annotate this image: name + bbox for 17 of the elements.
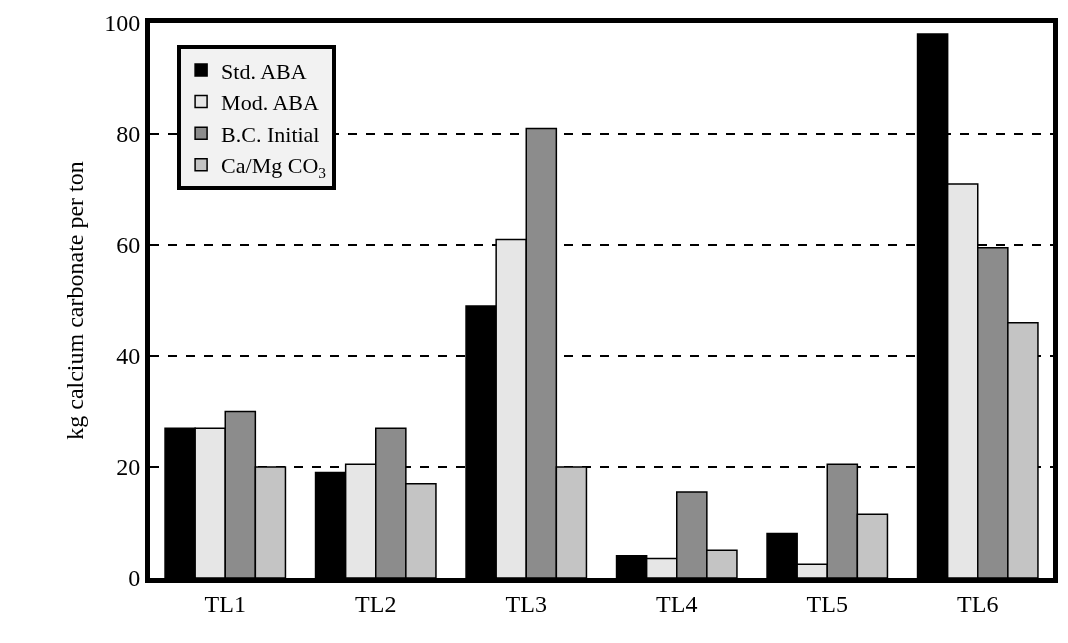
x-tick-label: TL1 [204, 590, 246, 617]
x-tick-label: TL3 [505, 590, 547, 617]
y-tick-label: 20 [116, 454, 141, 481]
x-tick-label: TL6 [957, 590, 999, 617]
y-axis-title: kg calcium carbonate per ton [62, 161, 89, 440]
legend-label: Std. ABA [221, 58, 307, 84]
x-tick-label: TL5 [806, 590, 848, 617]
x-tick-label: TL2 [355, 590, 397, 617]
y-tick-label: 100 [104, 10, 141, 37]
legend-label: Mod. ABA [221, 90, 319, 116]
y-tick-label: 80 [116, 121, 141, 148]
legend-label: B.C. Initial [221, 121, 320, 147]
y-tick-label: 40 [116, 343, 141, 370]
y-tick-label: 60 [116, 232, 141, 259]
x-tick-label: TL4 [656, 590, 698, 617]
y-tick-label: 0 [128, 565, 141, 592]
legend-label: Ca/Mg CO$_{3}$ [221, 153, 327, 181]
